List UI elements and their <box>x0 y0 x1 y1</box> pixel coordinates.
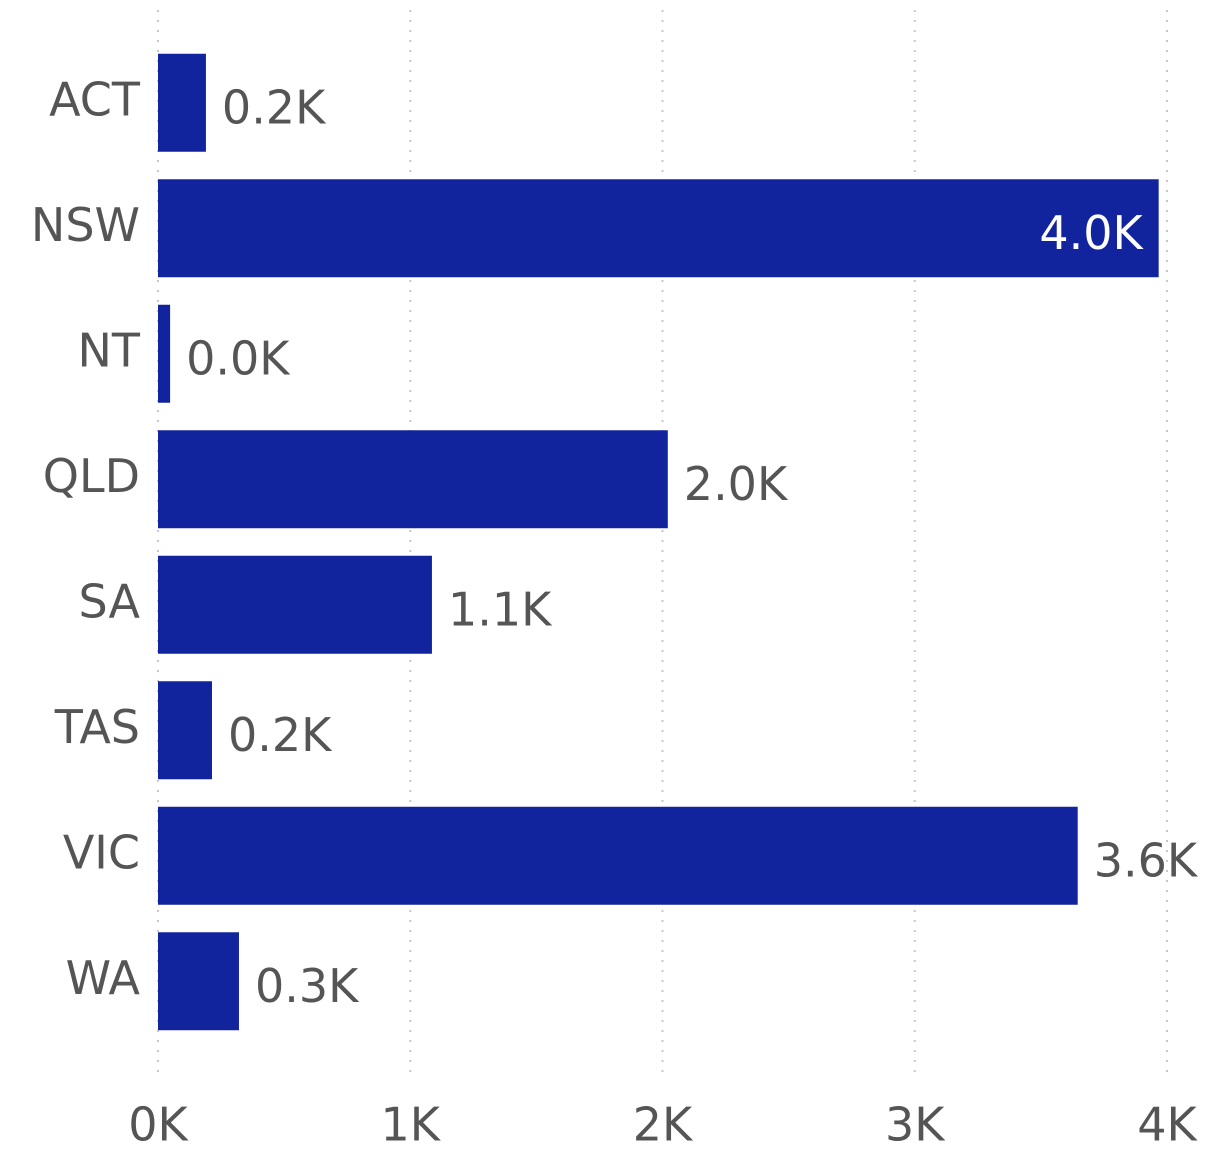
y-tick-label: NT <box>77 323 140 377</box>
y-tick-label: SA <box>78 574 140 628</box>
bar <box>158 179 1159 278</box>
data-label: 3.6K <box>1094 833 1199 887</box>
data-label: 0.0K <box>186 331 291 385</box>
x-tick-label: 4K <box>1137 1098 1198 1152</box>
bar <box>158 430 668 529</box>
y-tick-label: WA <box>66 951 141 1005</box>
data-label: 0.2K <box>228 708 333 762</box>
x-tick-label: 0K <box>128 1098 189 1152</box>
data-label: 1.1K <box>448 582 553 636</box>
y-tick-label: QLD <box>43 449 140 503</box>
data-label: 0.2K <box>222 80 327 134</box>
y-tick-label: ACT <box>49 72 141 126</box>
bar <box>158 681 212 780</box>
bar <box>158 53 206 152</box>
data-label: 0.3K <box>255 959 360 1013</box>
data-label: 4.0K <box>1039 206 1144 260</box>
bar <box>158 555 432 654</box>
bar <box>158 806 1078 905</box>
y-tick-label: NSW <box>31 198 140 252</box>
x-tick-label: 1K <box>381 1098 442 1152</box>
bar <box>158 932 239 1031</box>
bar <box>158 304 171 403</box>
y-tick-label: TAS <box>54 700 140 754</box>
data-label: 2.0K <box>684 457 789 511</box>
x-tick-label: 3K <box>885 1098 946 1152</box>
x-tick-label: 2K <box>633 1098 694 1152</box>
y-tick-label: VIC <box>63 825 140 879</box>
